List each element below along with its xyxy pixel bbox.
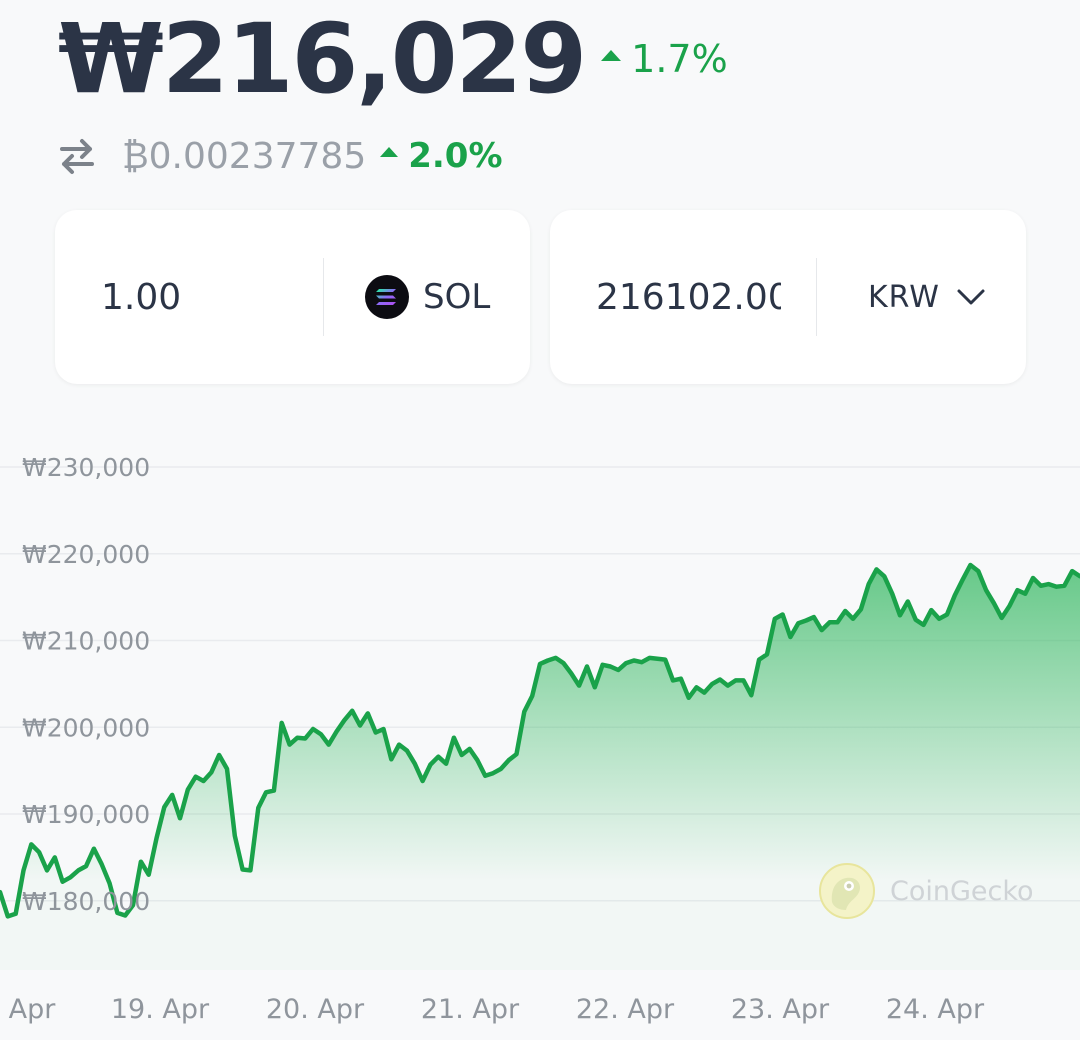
x-tick-label: Apr	[9, 994, 57, 1025]
x-tick-label: 20. Apr	[266, 994, 365, 1025]
x-tick-label: 19. Apr	[111, 994, 210, 1025]
y-tick-label: ₩210,000	[22, 627, 150, 656]
chevron-down-icon	[957, 289, 985, 305]
triangle-up-icon	[601, 49, 622, 61]
x-tick-label: 22. Apr	[576, 994, 675, 1025]
btc-change-percent: 2.0%	[408, 136, 503, 176]
btc-price-row: ₿0.00237785 2.0%	[58, 130, 503, 182]
y-tick-label: ₩190,000	[22, 800, 150, 829]
price-area-fill	[0, 565, 1080, 970]
solana-logo-icon	[365, 275, 409, 319]
price-header: ₩216,029 1.7%	[58, 4, 728, 114]
converter-from-card: 1.00 SOL	[55, 210, 530, 384]
y-tick-label: ₩230,000	[22, 453, 150, 482]
currency-dropdown[interactable]: KRW	[868, 210, 986, 384]
btc-price: ₿0.00237785	[122, 136, 367, 177]
swap-arrows-icon[interactable]	[58, 136, 96, 176]
current-price: ₩216,029	[58, 3, 587, 115]
coingecko-watermark: CoinGecko	[818, 862, 1034, 920]
price-change-badge: 1.7%	[601, 37, 728, 81]
currency-label: KRW	[868, 279, 940, 315]
x-tick-label: 23. Apr	[731, 994, 830, 1025]
price-chart[interactable]: ₩230,000 ₩220,000 ₩210,000 ₩200,000 ₩190,000…	[0, 430, 1080, 1040]
x-tick-label: 24. Apr	[886, 994, 985, 1025]
to-amount-input[interactable]: 216102.00	[596, 276, 781, 318]
divider	[816, 258, 817, 336]
from-coin-selector[interactable]: SOL	[365, 210, 490, 384]
y-tick-label: ₩180,000	[22, 887, 150, 916]
y-tick-label: ₩220,000	[22, 540, 150, 569]
price-change-percent: 1.7%	[631, 37, 728, 81]
from-coin-label: SOL	[423, 277, 491, 317]
from-amount-input[interactable]: 1.00	[101, 276, 182, 318]
triangle-up-icon	[380, 147, 399, 157]
x-tick-label: 21. Apr	[421, 994, 520, 1025]
btc-change-badge: 2.0%	[380, 136, 503, 176]
divider	[323, 258, 324, 336]
watermark-label: CoinGecko	[890, 875, 1034, 907]
price-line	[0, 562, 1080, 919]
y-tick-label: ₩200,000	[22, 713, 150, 742]
coingecko-logo-icon	[819, 863, 875, 919]
converter-to-card: 216102.00 KRW	[550, 210, 1026, 384]
